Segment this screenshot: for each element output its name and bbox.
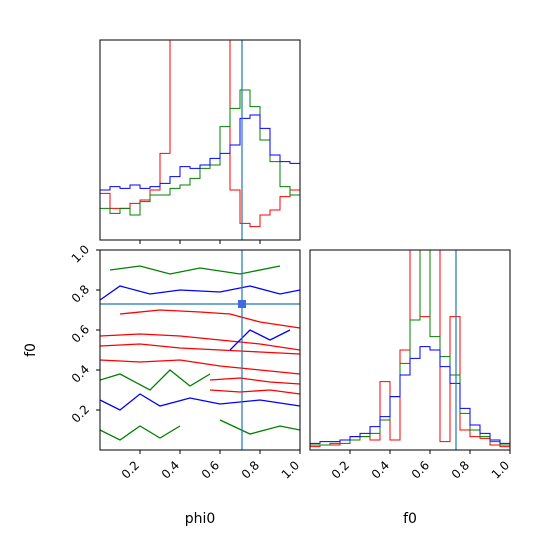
contour-line-1-3 xyxy=(100,425,181,441)
f0-marginal-frame xyxy=(309,249,511,451)
phi0-marginal-histograms xyxy=(100,39,300,228)
contour-line-2-1 xyxy=(100,393,300,411)
contour-lines xyxy=(100,265,300,441)
f0-yticks: 0.2 0.4 0.6 0.8 1.0 xyxy=(69,242,100,426)
phi0-xticks: 0.2 0.4 0.6 0.8 1.0 xyxy=(119,450,302,482)
f0-ytick-label-4: 1.0 xyxy=(69,242,92,265)
phi0-xtick-label-1: 0.4 xyxy=(159,458,182,481)
f0-ytick-label-0: 0.2 xyxy=(69,402,92,425)
contour-line-2-0 xyxy=(100,285,300,301)
phi0-marginal-panel xyxy=(99,39,301,244)
f0-axis-label: f0 xyxy=(23,343,39,357)
contour-line-1-0 xyxy=(109,265,281,275)
phi0-xtick-label-4: 1.0 xyxy=(279,458,302,481)
contour-line-0-1 xyxy=(100,333,300,351)
histogram-series-2 xyxy=(310,346,510,444)
f0-ytick-label-1: 0.4 xyxy=(69,362,92,385)
f0-marginal-xtick-label-3: 0.8 xyxy=(449,458,472,481)
f0-marginal-xtick-label-2: 0.6 xyxy=(409,458,432,481)
contour-line-0-3 xyxy=(100,359,300,375)
contour-line-0-2 xyxy=(100,343,300,355)
contour-line-1-2 xyxy=(219,419,300,435)
histogram-series-1 xyxy=(310,249,510,446)
contour-line-2-2 xyxy=(229,329,291,351)
f0-marginal-axis-label: f0 xyxy=(403,511,417,527)
f0-marginal-xtick-label-1: 0.4 xyxy=(369,458,392,481)
phi0-axis-label: phi0 xyxy=(185,511,216,527)
contour-line-1-1 xyxy=(100,369,211,391)
truth-marker xyxy=(238,300,246,308)
contour-line-0-4 xyxy=(209,377,300,385)
phi0-xtick-label-3: 0.8 xyxy=(239,458,262,481)
histogram-series-2 xyxy=(100,114,300,191)
contour-frame xyxy=(99,249,301,451)
phi0-xtick-label-2: 0.6 xyxy=(199,458,222,481)
f0-marginal-xtick-label-0: 0.2 xyxy=(329,458,352,481)
phi0-marginal-frame xyxy=(99,39,301,241)
f0-marginal-panel: 0.2 0.4 0.6 0.8 1.0 f0 xyxy=(309,249,512,527)
f0-ytick-label-2: 0.6 xyxy=(69,322,92,345)
f0-marginal-xticks: 0.2 0.4 0.6 0.8 1.0 xyxy=(329,450,512,482)
phi0-f0-contour-panel: 0.2 0.4 0.6 0.8 1.0 0.2 0.4 0.6 0.8 1.0 phi0 f0 xyxy=(23,242,302,527)
contour-line-0-5 xyxy=(209,389,300,395)
phi0-marginal-xticks xyxy=(139,240,261,244)
f0-marginal-xtick-label-4: 1.0 xyxy=(489,458,512,481)
f0-marginal-histograms xyxy=(310,249,510,448)
contour-line-0-0 xyxy=(119,309,300,329)
phi0-xtick-label-0: 0.2 xyxy=(119,458,142,481)
f0-ytick-label-3: 0.8 xyxy=(69,282,92,305)
